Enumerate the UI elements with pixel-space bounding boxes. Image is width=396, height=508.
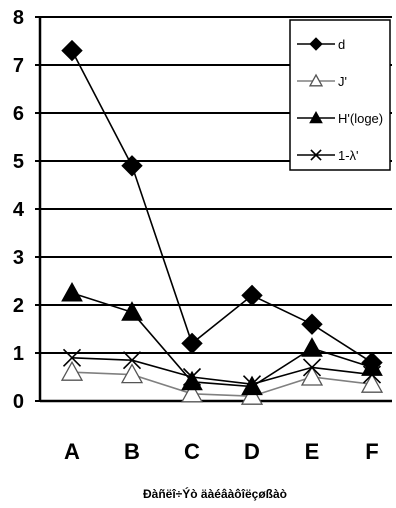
legend-entry: d bbox=[297, 37, 345, 52]
legend-marker bbox=[309, 37, 323, 51]
legend-marker bbox=[309, 110, 323, 124]
series-group bbox=[60, 39, 384, 405]
legend-label: J' bbox=[338, 74, 347, 89]
legend-entry: 1-λ' bbox=[297, 148, 359, 163]
series-line bbox=[71, 292, 373, 388]
x-tick-labels: A B C D E F bbox=[64, 439, 379, 464]
data-point bbox=[180, 382, 204, 403]
x-tick-label: F bbox=[365, 439, 378, 464]
data-point bbox=[61, 281, 83, 302]
data-point bbox=[362, 365, 382, 384]
x-tick-label: D bbox=[244, 439, 260, 464]
data-point bbox=[121, 301, 143, 321]
data-point bbox=[301, 313, 323, 335]
y-tick-label: 1 bbox=[13, 343, 24, 365]
data-point bbox=[360, 372, 384, 393]
series-3 bbox=[62, 348, 382, 394]
data-point bbox=[240, 384, 264, 405]
y-tick-label: 4 bbox=[13, 199, 25, 221]
series-line bbox=[71, 50, 373, 364]
x-tick-label: E bbox=[305, 439, 320, 464]
cross-stroke bbox=[182, 367, 202, 387]
cross-stroke bbox=[242, 375, 262, 394]
data-point bbox=[62, 348, 82, 367]
data-point bbox=[122, 351, 142, 370]
data-point bbox=[242, 375, 262, 394]
data-point bbox=[300, 365, 324, 386]
series-line bbox=[71, 357, 373, 386]
legend-box bbox=[289, 19, 391, 171]
axes bbox=[35, 16, 392, 403]
y-tick-label: 3 bbox=[13, 247, 24, 269]
data-point bbox=[121, 155, 143, 177]
x-tick-label: A bbox=[64, 439, 80, 464]
cross-stroke bbox=[122, 351, 142, 370]
legend-label: 1-λ' bbox=[338, 148, 359, 163]
legend-entry: H'(loge) bbox=[297, 110, 383, 126]
grid-lines bbox=[40, 16, 392, 354]
x-tick-label: B bbox=[124, 439, 140, 464]
cross-stroke bbox=[310, 149, 322, 161]
legend: d J' H'(loge) 1-λ' bbox=[289, 19, 391, 171]
y-tick-label: 0 bbox=[13, 391, 24, 413]
series-line bbox=[71, 371, 373, 398]
data-point bbox=[301, 337, 323, 357]
series-1 bbox=[60, 360, 384, 405]
legend-entry: J' bbox=[297, 73, 347, 89]
data-point bbox=[181, 332, 203, 355]
data-point bbox=[302, 358, 322, 377]
data-point bbox=[120, 363, 144, 384]
y-tick-label: 2 bbox=[13, 295, 24, 317]
data-point bbox=[60, 360, 84, 381]
x-axis-label: Ðàñëî÷Ýò äàéâàôîëçøßàò bbox=[143, 486, 287, 501]
legend-label: H'(loge) bbox=[338, 111, 383, 126]
y-tick-label: 5 bbox=[13, 151, 24, 173]
y-tick-label: 8 bbox=[13, 7, 24, 29]
data-point bbox=[61, 39, 83, 62]
cross-stroke bbox=[362, 365, 382, 384]
legend-label: d bbox=[338, 37, 345, 52]
y-tick-labels: 0 1 2 3 4 5 6 7 8 bbox=[13, 7, 25, 413]
cross-stroke bbox=[62, 348, 82, 367]
legend-marker bbox=[308, 73, 324, 87]
cross-stroke bbox=[302, 358, 322, 377]
data-point bbox=[181, 370, 203, 391]
data-point bbox=[182, 367, 202, 387]
x-tick-label: C bbox=[184, 439, 200, 464]
data-point bbox=[241, 284, 263, 307]
y-tick-label: 6 bbox=[13, 103, 24, 125]
legend-marker bbox=[310, 149, 322, 161]
y-tick-label: 7 bbox=[13, 55, 24, 77]
